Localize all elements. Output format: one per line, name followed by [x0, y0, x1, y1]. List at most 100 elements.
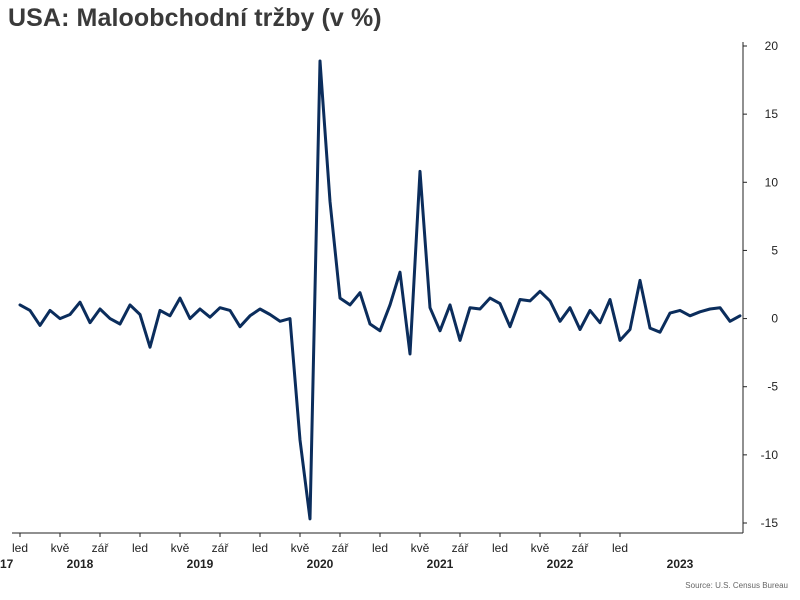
data-point [369, 323, 371, 325]
x-tick-label: kvě [171, 541, 190, 555]
data-point [609, 298, 611, 301]
data-point [119, 323, 121, 325]
plot-area [18, 59, 742, 521]
data-point [409, 353, 411, 355]
data-point [159, 309, 161, 312]
y-tick-label: 20 [765, 39, 779, 53]
data-point [479, 308, 481, 310]
data-point [499, 302, 501, 305]
data-point [299, 439, 301, 441]
data-point [179, 297, 181, 299]
data-point [719, 306, 721, 309]
data-point [709, 308, 711, 310]
data-point [459, 339, 461, 342]
data-point [699, 310, 701, 313]
data-point [49, 309, 51, 312]
data-point [429, 306, 431, 309]
data-point [339, 297, 341, 299]
data-point [669, 312, 671, 314]
data-point [679, 309, 681, 312]
x-tick-label: zář [212, 541, 230, 555]
data-point [529, 300, 531, 302]
data-point [539, 290, 541, 293]
data-point [149, 346, 151, 348]
data-point [739, 315, 741, 317]
x-year-label: 2019 [187, 557, 214, 571]
chart-title: USA: Maloobchodní tržby (v %) [8, 4, 382, 32]
y-tick-label: -15 [761, 516, 779, 530]
data-point [389, 304, 391, 306]
data-point [89, 321, 91, 324]
data-point [659, 331, 661, 334]
x-tick-label: zář [452, 541, 470, 555]
x-tick-label: led [252, 541, 268, 555]
data-point [649, 327, 651, 329]
data-point [559, 320, 561, 323]
data-point [439, 330, 441, 332]
data-point [129, 304, 131, 306]
data-point [19, 304, 21, 306]
data-point [169, 315, 171, 317]
data-point [599, 321, 601, 324]
data-point [59, 317, 61, 320]
x-tick-label: zář [572, 541, 590, 555]
data-point [69, 313, 71, 316]
data-point [449, 304, 451, 306]
data-point [379, 330, 381, 332]
data-point [319, 60, 321, 62]
data-point [29, 309, 31, 312]
data-point [109, 317, 111, 320]
source-note: Source: U.S. Census Bureau [685, 581, 788, 590]
data-point [489, 297, 491, 299]
data-point [419, 170, 421, 173]
data-point [259, 308, 261, 310]
data-point [249, 315, 251, 317]
data-point [629, 328, 631, 331]
y-tick-label: -5 [767, 380, 778, 394]
data-point [79, 301, 81, 304]
data-point [99, 308, 101, 310]
data-point [39, 324, 41, 327]
data-point [399, 271, 401, 274]
data-point [569, 306, 571, 309]
data-point [279, 320, 281, 323]
y-tick-label: 0 [771, 312, 778, 326]
data-point [239, 325, 241, 328]
data-point [549, 300, 551, 302]
data-point [349, 304, 351, 306]
x-tick-label: kvě [291, 541, 310, 555]
x-year-label: 2018 [67, 557, 94, 571]
data-point [329, 200, 331, 203]
x-tick-label: led [612, 541, 628, 555]
y-tick-label: 5 [771, 243, 778, 257]
data-point [309, 518, 311, 520]
x-tick-label: kvě [411, 541, 430, 555]
x-year-label: 2020 [307, 557, 334, 571]
x-tick-label: kvě [531, 541, 550, 555]
data-point [219, 306, 221, 309]
data-point [139, 313, 141, 316]
x-tick-label: zář [92, 541, 110, 555]
x-tick-label: kvě [51, 541, 70, 555]
data-point [689, 315, 691, 317]
x-tick-label: led [372, 541, 388, 555]
x-year-label: 2021 [427, 557, 454, 571]
data-point [619, 339, 621, 342]
data-point [579, 328, 581, 331]
y-tick-label: 10 [765, 175, 779, 189]
axis-labels: 20 15 10 5 0 -5 -10 -15 led kvě zář led kvě zář led kvě… [0, 39, 778, 571]
chart-axes [12, 42, 747, 537]
series-line [18, 59, 742, 521]
y-tick-label: 15 [765, 107, 779, 121]
data-point [189, 317, 191, 320]
data-point [209, 316, 211, 319]
data-point [229, 309, 231, 312]
x-tick-label: led [492, 541, 508, 555]
data-point [199, 308, 201, 310]
x-year-label: 2022 [547, 557, 574, 571]
y-tick-label: -10 [761, 448, 779, 462]
data-point [469, 306, 471, 309]
data-point [269, 313, 271, 316]
data-point [519, 298, 521, 301]
